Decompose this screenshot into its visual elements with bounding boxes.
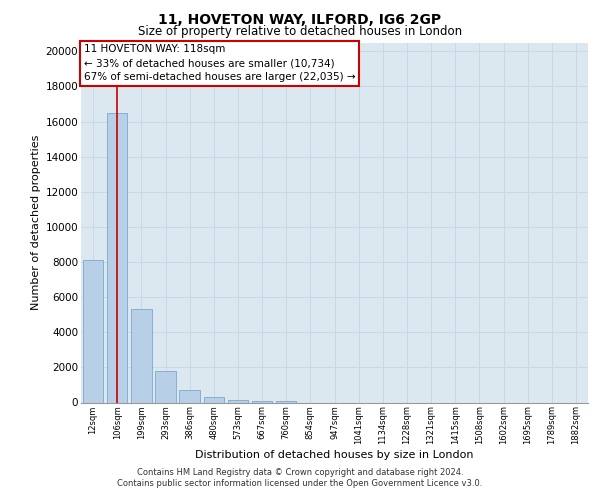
Text: 11 HOVETON WAY: 118sqm
← 33% of detached houses are smaller (10,734)
67% of semi: 11 HOVETON WAY: 118sqm ← 33% of detached…: [83, 44, 355, 82]
X-axis label: Distribution of detached houses by size in London: Distribution of detached houses by size …: [195, 450, 474, 460]
Bar: [179, 390, 200, 402]
Text: Contains HM Land Registry data © Crown copyright and database right 2024.
Contai: Contains HM Land Registry data © Crown c…: [118, 468, 482, 487]
Bar: [83, 260, 103, 402]
Text: Size of property relative to detached houses in London: Size of property relative to detached ho…: [138, 25, 462, 38]
Bar: [107, 112, 127, 403]
Bar: [227, 400, 248, 402]
Bar: [252, 400, 272, 402]
Text: 11, HOVETON WAY, ILFORD, IG6 2GP: 11, HOVETON WAY, ILFORD, IG6 2GP: [158, 12, 442, 26]
Bar: [203, 397, 224, 402]
Y-axis label: Number of detached properties: Number of detached properties: [31, 135, 41, 310]
Bar: [155, 371, 176, 402]
Bar: [131, 310, 152, 402]
